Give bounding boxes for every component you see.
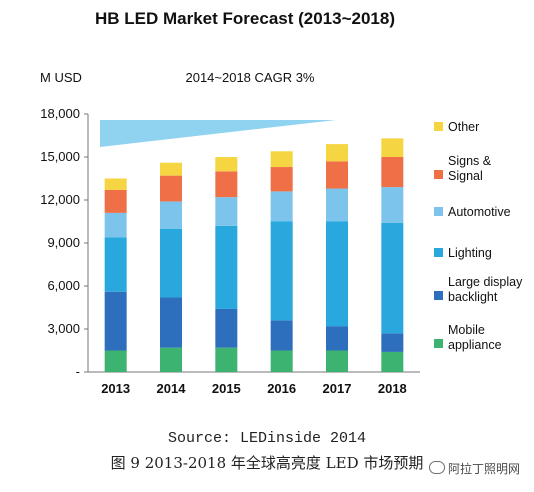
y-tick-label: 18,000: [40, 106, 80, 121]
bar-segment-3-2015: [215, 197, 238, 226]
legend-label: Lighting: [448, 246, 492, 260]
bar-segment-4-2016: [270, 167, 293, 192]
x-tick-label: 2014: [157, 381, 187, 396]
bar-segment-1-2014: [160, 297, 182, 348]
bar-segment-1-2013: [104, 291, 127, 351]
legend-label: Mobile: [448, 323, 485, 337]
chart-title: HB LED Market Forecast (2013~2018): [95, 9, 395, 28]
bar-segment-2-2018: [381, 222, 404, 334]
legend-swatch: [434, 207, 443, 216]
bar-segment-5-2015: [215, 157, 238, 172]
bar-segment-5-2018: [381, 138, 404, 157]
y-axis-unit-label: M USD: [40, 70, 82, 85]
x-tick-label: 2016: [267, 381, 296, 396]
watermark-text: 阿拉丁照明网: [447, 462, 520, 476]
cagr-annotation: 2014~2018 CAGR 3%: [185, 70, 314, 85]
bar-segment-3-2017: [326, 188, 348, 222]
bar-segment-0-2017: [326, 350, 348, 372]
y-tick-label: -: [76, 364, 80, 379]
bar-segment-0-2013: [104, 350, 127, 372]
bar-segment-4-2018: [381, 157, 404, 188]
bar-segment-4-2015: [215, 171, 238, 198]
y-tick-label: 3,000: [47, 321, 80, 336]
wechat-icon: [428, 461, 445, 474]
bar-segment-3-2016: [270, 191, 293, 222]
y-tick-label: 6,000: [47, 278, 80, 293]
plot-area: - 3,000 6,000 9,000 12,000 15,000 18,000 2013 20…: [40, 106, 420, 396]
watermark: 阿拉丁照明网: [428, 460, 520, 477]
bar-segment-5-2014: [160, 162, 182, 176]
bar-segment-5-2013: [104, 178, 127, 190]
bar-segment-2-2015: [215, 225, 238, 309]
figure-caption: 图 9 2013-2018 年全球高亮度 LED 市场预期: [110, 454, 424, 472]
bar-segment-0-2018: [381, 351, 404, 372]
legend-label: appliance: [448, 338, 502, 352]
bar-segment-0-2015: [215, 347, 238, 372]
bar-segment-4-2017: [326, 161, 348, 189]
bar-segment-1-2017: [326, 326, 348, 351]
x-tick-label: 2015: [212, 381, 241, 396]
legend-swatch: [434, 248, 443, 257]
bar-segment-2-2016: [270, 221, 293, 321]
bar-segment-2-2014: [160, 228, 182, 298]
legend-swatch: [434, 339, 443, 348]
bar-segment-0-2014: [160, 347, 182, 372]
chart: HB LED Market Forecast (2013~2018) M USD…: [40, 9, 523, 396]
bar-segment-4-2013: [104, 189, 127, 213]
bar-segment-1-2018: [381, 333, 404, 352]
bar-segment-5-2017: [326, 144, 348, 162]
legend-swatch: [434, 170, 443, 179]
legend-label: Automotive: [448, 205, 511, 219]
bar-segment-0-2016: [270, 350, 293, 372]
bar-segment-2-2013: [104, 237, 127, 292]
source-caption: Source: LEDinside 2014: [167, 430, 367, 447]
legend-label: Signal: [448, 169, 483, 183]
y-tick-label: 15,000: [40, 149, 80, 164]
bar-segment-4-2014: [160, 175, 182, 202]
bar-segment-2-2017: [326, 221, 348, 327]
bar-segment-1-2016: [270, 320, 293, 351]
x-tick-label: 2017: [323, 381, 352, 396]
x-tick-label: 2013: [101, 381, 130, 396]
legend-swatch: [434, 291, 443, 300]
bar-segment-5-2016: [270, 151, 293, 168]
growth-wedge-arrow: [100, 120, 336, 147]
x-tick-label: 2018: [378, 381, 407, 396]
y-tick-label: 12,000: [40, 192, 80, 207]
legend-label: Other: [448, 120, 479, 134]
legend-label: backlight: [448, 290, 498, 304]
bar-segment-3-2014: [160, 201, 182, 229]
y-tick-label: 9,000: [47, 235, 80, 250]
bar-segment-1-2015: [215, 308, 238, 348]
legend-label: Large display: [448, 275, 523, 289]
bar-segment-3-2013: [104, 212, 127, 238]
bar-segment-3-2018: [381, 187, 404, 223]
legend-swatch: [434, 122, 443, 131]
legend-label: Signs &: [448, 154, 492, 168]
